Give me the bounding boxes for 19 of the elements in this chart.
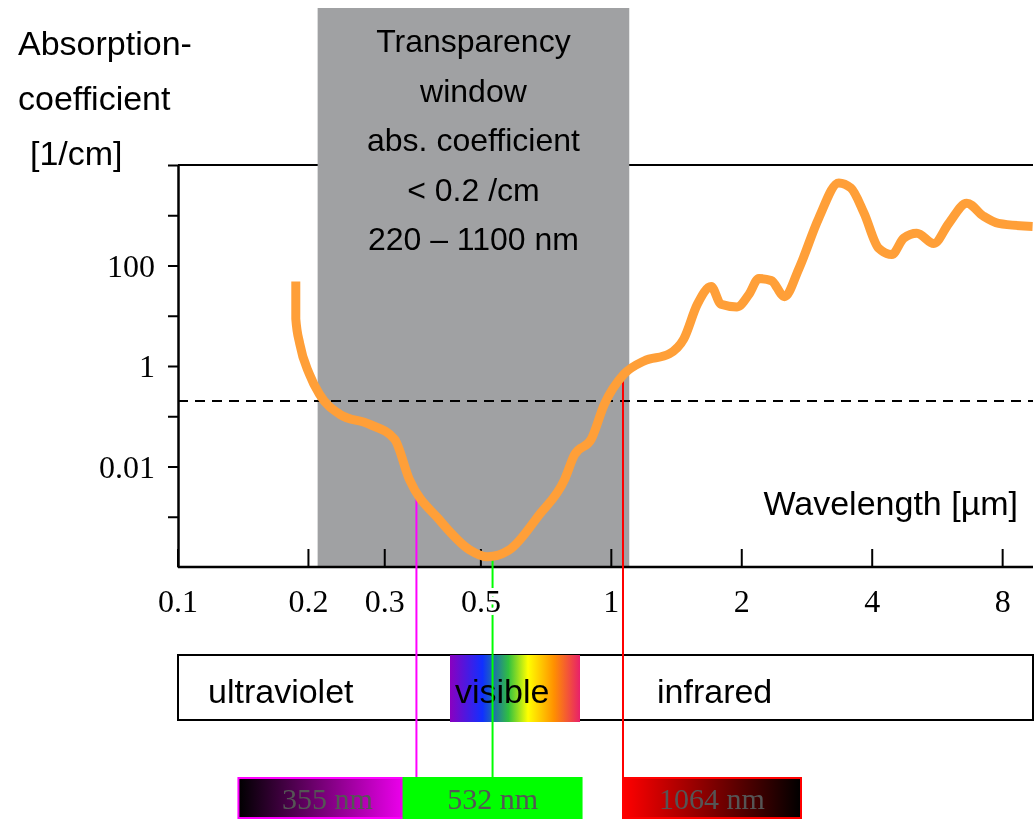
- y-tick-label: 1: [139, 348, 155, 385]
- x-tick-label: 0.1: [158, 583, 198, 619]
- x-tick-label: 8: [994, 583, 1011, 619]
- ref-line-label: 355 nm: [282, 782, 373, 815]
- y-axis-title: Absorption- coefficient [1/cm]: [18, 24, 192, 172]
- ref-line-label: 532 nm: [447, 782, 538, 815]
- x-tick-label: 4: [864, 583, 881, 619]
- text: infrared: [657, 672, 773, 710]
- y-tick-label: 100: [107, 247, 155, 284]
- x-tick-label: 1: [603, 583, 620, 619]
- band-label: Transparency window abs. coefficient < 0.2 /cm 220 – 1100 nm: [367, 23, 580, 257]
- x-axis-title: Wavelength [µm]: [763, 484, 1018, 522]
- x-tick-label: 0.3: [364, 583, 405, 619]
- text: visible: [455, 672, 550, 710]
- y-tick-label: 0.01: [99, 448, 155, 485]
- ref-line-label: 1064 nm: [659, 782, 765, 815]
- x-tick-label: 2: [733, 583, 750, 619]
- text: ultraviolet: [208, 672, 355, 710]
- x-tick-label: 0.2: [288, 583, 329, 619]
